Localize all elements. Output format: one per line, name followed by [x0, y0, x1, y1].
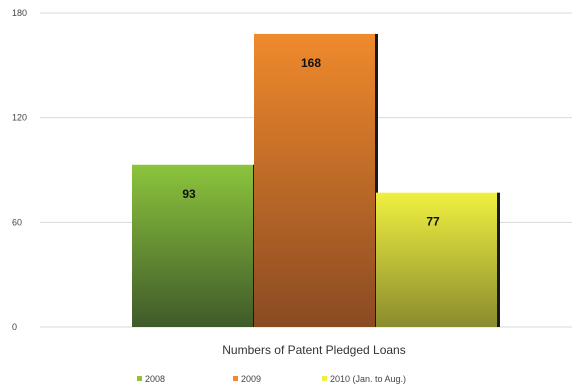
- bars: [132, 33, 500, 327]
- data-label-2009: 168: [301, 56, 321, 70]
- bar-edge-2010 (Jan. to Aug.): [497, 192, 500, 327]
- legend-label-2010 (Jan. to Aug.): 2010 (Jan. to Aug.): [330, 374, 406, 384]
- legend-label-2009: 2009: [241, 374, 261, 384]
- bar-2010 (Jan. to Aug.): [376, 192, 498, 327]
- x-axis-label: Numbers of Patent Pledged Loans: [222, 343, 405, 357]
- legend-swatch-2008: [137, 376, 142, 381]
- bar-edge-2009: [375, 33, 378, 327]
- y-tick-label-180: 180: [12, 8, 27, 18]
- bar-2008: [132, 164, 254, 327]
- legend-swatch-2010 (Jan. to Aug.): [322, 376, 327, 381]
- y-tick-label-0: 0: [12, 322, 17, 332]
- y-tick-label-120: 120: [12, 113, 27, 123]
- data-label-2010 (Jan. to Aug.): 77: [426, 215, 440, 229]
- legend-swatch-2009: [233, 376, 238, 381]
- data-label-2008: 93: [182, 187, 196, 201]
- legend: 2008 2009 2010 (Jan. to Aug.): [137, 374, 406, 384]
- data-labels: 93 168 77: [182, 56, 440, 229]
- bar-2009: [254, 33, 376, 327]
- y-axis-ticks: 0 60 120 180: [12, 8, 27, 332]
- y-tick-label-60: 60: [12, 217, 22, 227]
- legend-label-2008: 2008: [145, 374, 165, 384]
